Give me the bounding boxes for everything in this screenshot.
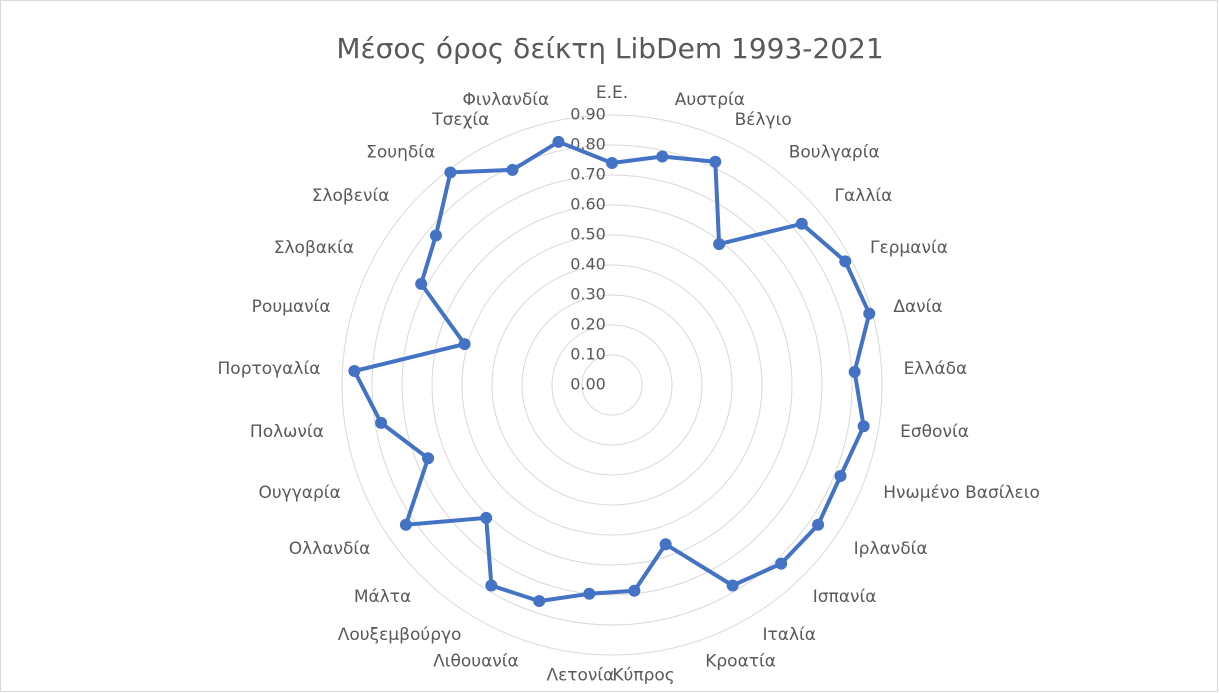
radar-point [656,150,669,163]
y-tick-label: 0.00 [570,375,606,394]
category-label: Λιθουανία [433,652,519,672]
category-label: Πορτογαλία [218,359,321,379]
category-label: Φινλανδία [462,90,549,110]
y-tick-label: 0.50 [570,225,606,244]
grid-ring [431,204,793,566]
radar-point [726,579,739,592]
radar-point [848,365,861,378]
radar-point [485,579,498,592]
y-tick-label: 0.20 [570,315,606,334]
radar-point [422,452,435,465]
radar-point [583,587,596,600]
radar-point [834,470,847,483]
y-tick-label: 0.30 [570,285,606,304]
grid-ring [521,294,703,476]
category-label: Ε.Ε. [596,83,628,103]
radar-point [628,584,641,597]
radar-point [552,135,565,148]
category-label: Δανία [893,297,942,317]
radar-point [606,157,618,169]
grid-ring [551,324,673,446]
y-tick-label: 0.10 [570,345,606,364]
grid-ring [341,114,883,656]
grid-ring [401,174,823,596]
category-label: Ιταλία [763,625,816,645]
radar-point [659,538,672,551]
radar-point [863,307,876,320]
radar-point [444,166,457,179]
y-tick-label: 0.40 [570,255,606,274]
category-label: Σλοβενία [312,186,390,206]
category-label: Μάλτα [354,587,411,607]
radar-point [458,338,471,351]
radar-point [713,238,726,251]
category-label: Γερμανία [870,238,948,258]
grid-ring [491,264,733,506]
radar-point [812,518,825,531]
grid-ring [371,144,853,626]
category-label: Ολλανδία [289,539,371,559]
radar-point [375,416,388,429]
radar-point [429,229,442,242]
radar-point [480,511,493,524]
category-label: Ιρλανδία [854,539,928,559]
category-label: Γαλλία [835,186,893,206]
radar-point [775,557,788,570]
grid-ring [581,354,643,416]
chart-title: Μέσος όρος δείκτη LibDem 1993-2021 [336,32,883,65]
radar-point [795,217,808,230]
category-label: Ουγγαρία [258,483,340,503]
category-label: Ηνωμένο Βασίλειο [883,483,1040,503]
radar-point [415,277,428,290]
radar-point [709,155,722,168]
y-tick-label: 0.90 [570,105,606,124]
radar-point [857,420,870,433]
category-label: Εσθονία [900,422,969,442]
radar-line [352,139,872,604]
category-label: Βουλγαρία [789,143,880,163]
category-label: Κροατία [705,652,776,672]
category-label: Αυστρία [675,90,745,110]
radar-point [839,255,852,268]
radar-point [533,595,546,608]
radar-point [348,365,361,378]
category-label: Κύπρος [612,665,674,685]
category-label: Τσεχία [431,110,489,130]
category-label: Ισπανία [813,587,877,607]
category-label: Ρουμανία [252,297,331,317]
y-tick-label: 0.60 [570,195,606,214]
category-label: Λουξεμβούργο [338,625,462,645]
category-label: Βέλγιο [735,110,792,130]
radar-point [399,518,412,531]
category-label: Ελλάδα [904,359,968,379]
grid-ring [461,234,763,536]
category-label: Σουηδία [366,143,435,163]
category-label: Σλοβακία [274,238,354,258]
category-label: Πολωνία [250,422,324,442]
category-label: Λετονία [546,665,614,685]
y-tick-label: 0.70 [570,165,606,184]
radar-point [506,163,519,176]
